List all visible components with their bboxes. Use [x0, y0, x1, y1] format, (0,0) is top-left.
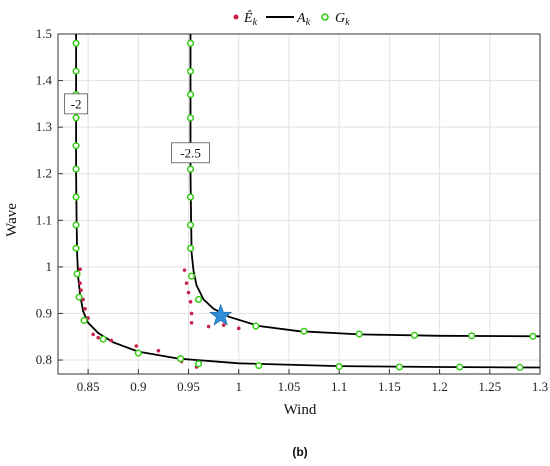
- y-axis-label: Wave: [4, 203, 20, 237]
- grid-point: [195, 360, 203, 368]
- grid-point: [187, 244, 195, 252]
- x-tick-label: 1.15: [378, 379, 401, 394]
- grid-point: [300, 327, 308, 335]
- x-tick-label: 1.05: [278, 379, 301, 394]
- x-tick-label: 0.9: [130, 379, 146, 394]
- grid-point: [187, 221, 195, 229]
- y-tick-label: 1.3: [36, 119, 52, 134]
- contour-label-box: [64, 93, 88, 115]
- estimate-point: [156, 348, 161, 353]
- y-tick-label: 1.5: [36, 26, 52, 41]
- legend-estimate-label: Êk: [243, 9, 258, 28]
- legend-estimate-marker: [233, 14, 239, 20]
- x-tick-label: 1.1: [331, 379, 347, 394]
- y-tick-label: 1.1: [36, 212, 52, 227]
- grid-point: [335, 362, 343, 371]
- x-tick-label: 1: [236, 379, 243, 394]
- grid-point: [187, 67, 195, 75]
- grid-point: [529, 332, 537, 340]
- grid-point: [80, 316, 88, 324]
- estimate-point: [134, 344, 139, 348]
- grid-point: [72, 221, 80, 229]
- grid-point: [187, 39, 195, 47]
- grid-point: [187, 193, 195, 201]
- estimate-point: [189, 311, 194, 316]
- plot-background: [58, 34, 540, 374]
- grid-point: [99, 335, 107, 343]
- x-tick-label: 0.95: [177, 379, 200, 394]
- estimate-point: [83, 306, 87, 311]
- plot-area: 0.85 0.9 0.95 1 1.05 1.1 1.15 1.2 1.25 1.3 0.8 0.9 1…: [36, 26, 548, 394]
- grid-point: [255, 362, 263, 370]
- estimate-point: [182, 268, 187, 272]
- highlight-star-marker: [209, 303, 233, 326]
- x-tick-label: 1.3: [532, 379, 548, 394]
- legend-grid-label: Gk: [335, 11, 350, 28]
- grid-point: [456, 363, 464, 371]
- grid-point: [72, 114, 80, 122]
- contour-label: -2: [71, 96, 82, 111]
- grid-point: [188, 272, 196, 280]
- grid-point: [410, 331, 419, 339]
- grid-point: [72, 67, 80, 75]
- grid-point: [72, 165, 80, 173]
- estimate-point: [184, 281, 189, 285]
- legend-grid-marker: [321, 13, 329, 21]
- y-tick-label: 1.2: [36, 166, 52, 181]
- estimate-point: [78, 267, 82, 272]
- grid-point: [468, 332, 476, 340]
- x-tick-label: 1.2: [431, 379, 447, 394]
- y-tick-label: 0.8: [36, 352, 52, 367]
- grid-point: [176, 355, 185, 363]
- grid-point: [72, 193, 80, 201]
- grid-point: [395, 363, 403, 371]
- contour-label: -2.5: [180, 145, 201, 160]
- estimate-point: [96, 335, 100, 340]
- estimate-point: [78, 281, 82, 285]
- grid-point: [72, 142, 80, 150]
- grid-point: [187, 114, 195, 122]
- grid-point: [72, 244, 80, 252]
- grid-point: [134, 349, 142, 357]
- grid-point: [252, 322, 260, 330]
- grid-point: [355, 330, 363, 338]
- x-tick-label: 1.25: [478, 379, 501, 394]
- estimate-point: [91, 332, 95, 337]
- grid-point: [72, 39, 80, 47]
- estimate-point: [189, 320, 194, 325]
- estimate-point: [79, 288, 83, 292]
- plot-frame: [57, 33, 541, 375]
- estimate-point: [188, 300, 193, 304]
- grid-point: [195, 295, 203, 304]
- grid-point: [187, 165, 195, 173]
- contour-label-box: [171, 142, 210, 164]
- y-tick-label: 0.9: [36, 305, 52, 320]
- y-tick-label: 1: [46, 259, 53, 274]
- estimate-point: [186, 290, 191, 295]
- y-tick-label: 1.4: [36, 73, 53, 88]
- figure-caption: (b): [292, 445, 307, 459]
- estimate-point: [236, 326, 241, 331]
- grid-point: [75, 293, 83, 301]
- x-axis-label: Wind: [284, 402, 317, 418]
- grid-point: [516, 363, 524, 372]
- legend-curve-label: Ak: [296, 11, 311, 28]
- estimate-point: [206, 324, 211, 329]
- estimate-point: [109, 338, 114, 343]
- x-tick-label: 0.85: [77, 379, 100, 394]
- grid-point: [187, 90, 195, 99]
- estimate-point: [221, 323, 226, 327]
- legend: Êk Ak Gk: [233, 9, 350, 28]
- grid-point: [73, 270, 81, 278]
